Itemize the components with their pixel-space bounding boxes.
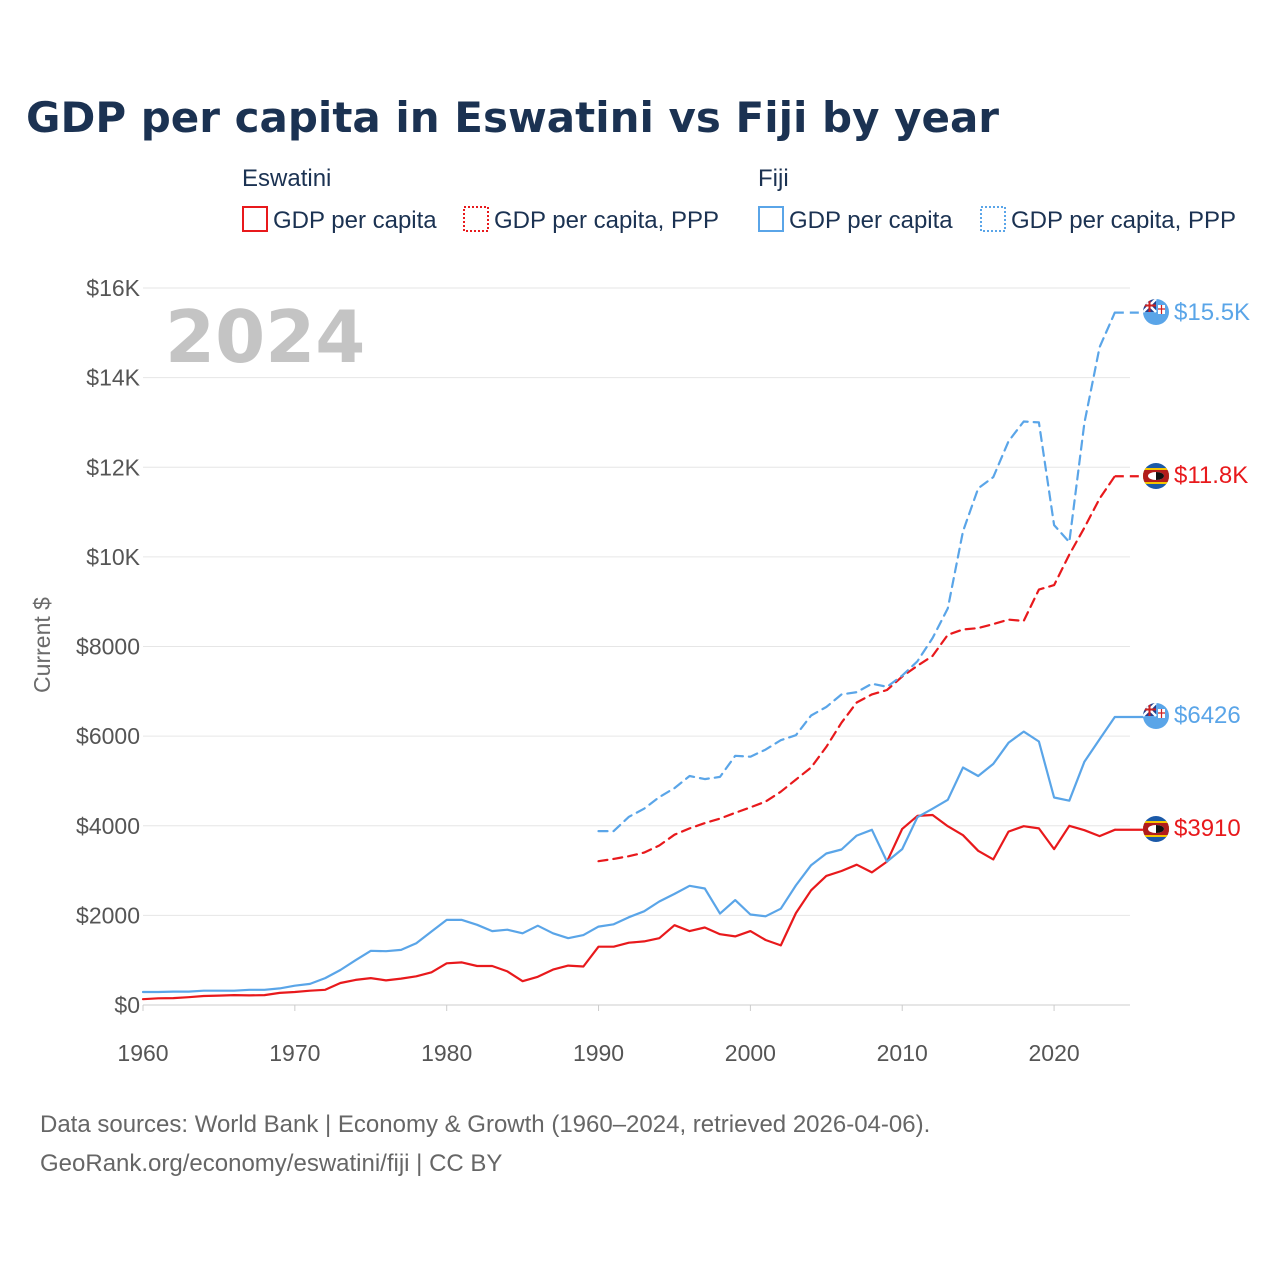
series-line-eswatini-gdp-per-capita xyxy=(141,813,1116,1001)
y-tick-label: $12K xyxy=(86,454,140,480)
y-tick-label: $2000 xyxy=(76,902,140,928)
legend-label-fiji-ppp: GDP per capita, PPP xyxy=(1011,207,1236,234)
end-label-fiji-gdp: $6426 xyxy=(1174,702,1241,729)
legend-group-title-fiji: Fiji xyxy=(758,165,789,192)
series-line-eswatini-gdp-per-capita-ppp xyxy=(597,475,1116,863)
y-tick-label: $10K xyxy=(86,544,140,570)
data-source-note: Data sources: World Bank | Economy & Gro… xyxy=(40,1111,930,1138)
x-axis-ticks: 1960 1970 1980 1990 2000 2010 2020 xyxy=(117,1005,1080,1066)
legend-swatch-eswatini-gdp xyxy=(242,206,268,232)
end-label-fiji-ppp: $15.5K xyxy=(1174,299,1250,326)
y-axis-ticks: $0 $2000 $4000 $6000 $8000 $10K $12K $14K $16K xyxy=(76,275,141,1018)
series-lines xyxy=(141,311,1145,1001)
x-tick-label: 1970 xyxy=(269,1040,320,1066)
y-tick-label: $4000 xyxy=(76,813,140,839)
legend-label-eswatini-gdp: GDP per capita xyxy=(273,207,437,234)
legend-swatch-fiji-ppp xyxy=(980,206,1006,232)
flag-marker-eswatini-ppp xyxy=(1143,463,1169,489)
legend-swatch-eswatini-ppp xyxy=(463,206,489,232)
y-tick-label: $6000 xyxy=(76,723,140,749)
x-tick-label: 1990 xyxy=(573,1040,624,1066)
series-line-fiji-gdp-per-capita xyxy=(141,715,1116,994)
chart-title: GDP per capita in Eswatini vs Fiji by ye… xyxy=(26,93,999,142)
x-tick-label: 1980 xyxy=(421,1040,472,1066)
legend-group-fiji: Fiji GDP per capita GDP per capita, PPP xyxy=(758,165,1236,234)
y-tick-label: $0 xyxy=(114,992,140,1018)
y-tick-label: $16K xyxy=(86,275,140,301)
y-tick-label: $8000 xyxy=(76,634,140,660)
flag-marker-fiji-ppp xyxy=(1143,299,1169,325)
x-tick-label: 2020 xyxy=(1028,1040,1079,1066)
y-axis-label: Current $ xyxy=(29,597,55,693)
legend-label-fiji-gdp: GDP per capita xyxy=(789,207,953,234)
end-label-eswatini-ppp: $11.8K xyxy=(1174,462,1248,489)
year-watermark: 2024 xyxy=(165,295,365,379)
legend-group-eswatini: Eswatini GDP per capita GDP per capita, … xyxy=(242,165,719,234)
end-label-eswatini-gdp: $3910 xyxy=(1174,815,1241,842)
flag-marker-fiji-gdp xyxy=(1143,703,1169,729)
legend-swatch-fiji-gdp xyxy=(758,206,784,232)
legend-label-eswatini-ppp: GDP per capita, PPP xyxy=(494,207,719,234)
attribution-link[interactable]: GeoRank.org/economy/eswatini/fiji | CC B… xyxy=(40,1150,502,1177)
gridlines xyxy=(143,287,1130,1006)
x-tick-label: 1960 xyxy=(117,1040,168,1066)
x-tick-label: 2000 xyxy=(725,1040,776,1066)
x-tick-label: 2010 xyxy=(877,1040,928,1066)
series-line-fiji-gdp-per-capita-ppp xyxy=(597,311,1116,833)
legend: Eswatini GDP per capita GDP per capita, … xyxy=(242,165,1236,234)
flag-marker-eswatini-gdp xyxy=(1143,816,1169,842)
legend-group-title-eswatini: Eswatini xyxy=(242,165,331,192)
y-tick-label: $14K xyxy=(86,365,140,391)
